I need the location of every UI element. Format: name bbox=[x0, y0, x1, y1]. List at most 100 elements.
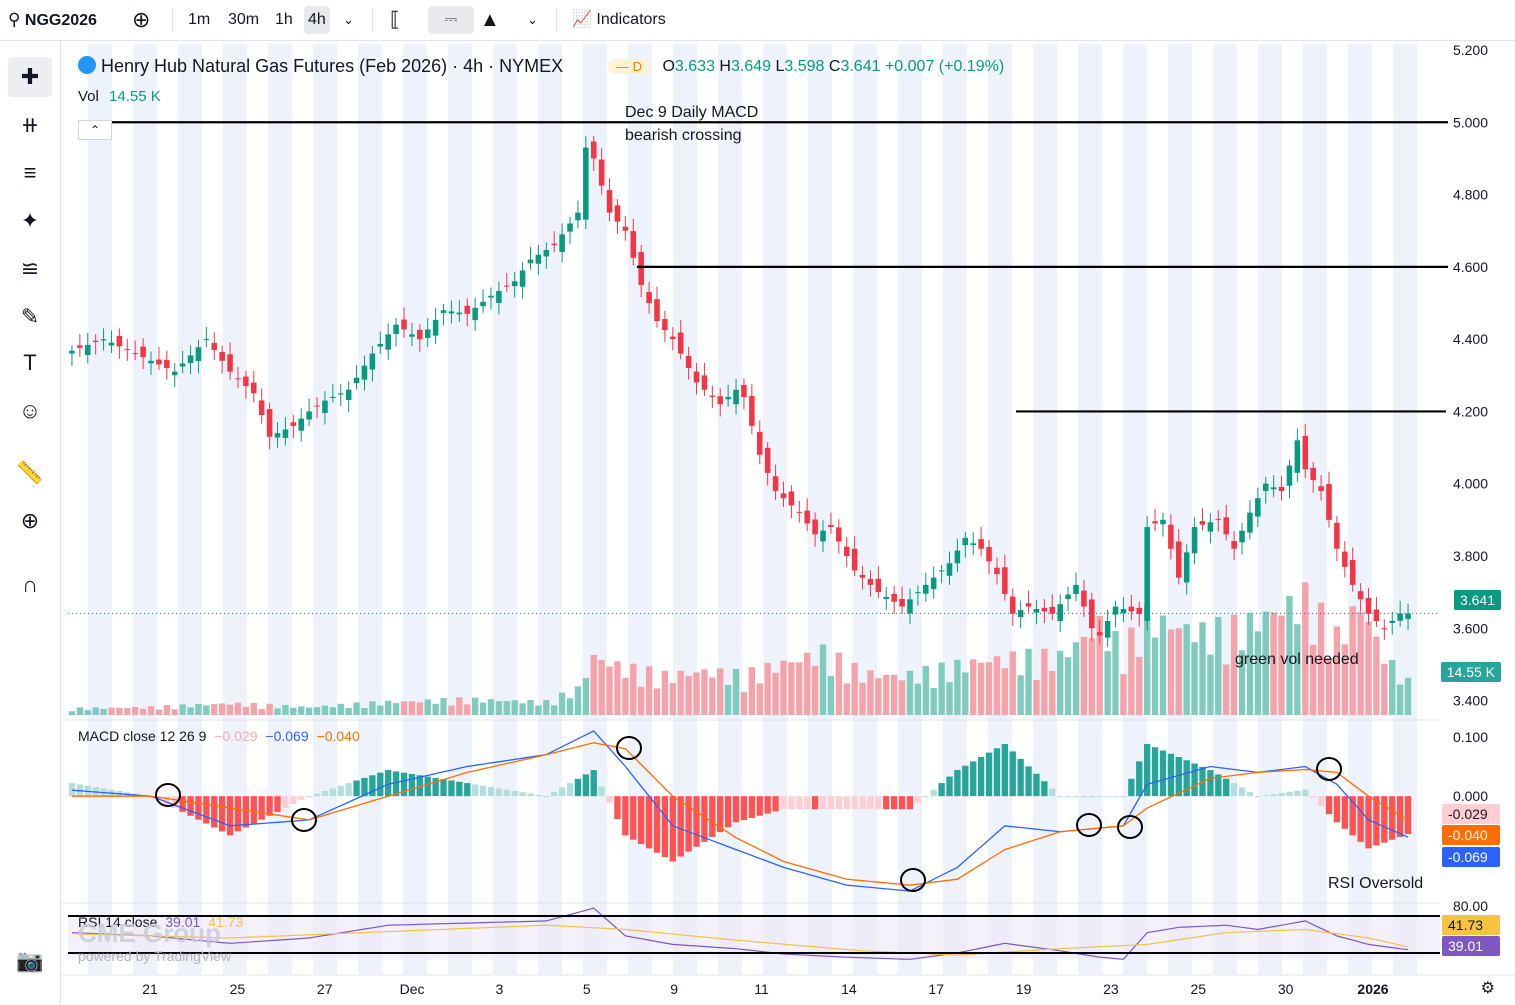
compare-add-icon[interactable]: ⊕ bbox=[132, 7, 151, 32]
session-band bbox=[1123, 44, 1147, 974]
interval-1h[interactable]: 1h bbox=[275, 11, 293, 28]
macd-histogram-bar bbox=[1215, 774, 1222, 797]
pattern-icon[interactable]: ✦ bbox=[20, 208, 40, 233]
candle-body bbox=[1089, 599, 1095, 629]
time-tick-label: 23 bbox=[1103, 981, 1119, 997]
open-label: O bbox=[662, 58, 675, 75]
bar-chart-icon[interactable]: ⟦ bbox=[390, 9, 400, 31]
candle-body bbox=[164, 359, 170, 369]
ruler-icon[interactable]: 📏 bbox=[16, 460, 44, 485]
volume-bar bbox=[843, 683, 850, 715]
macd-line-tag: -0.069 bbox=[1442, 847, 1500, 867]
trend-line-icon[interactable]: ⧺ bbox=[20, 112, 40, 137]
volume-bar bbox=[693, 672, 700, 715]
rsi-tag: 39.01 bbox=[1442, 936, 1500, 956]
macd-histogram-bar bbox=[677, 796, 684, 857]
symbol-search[interactable]: ⚲ NGG2026 bbox=[8, 6, 97, 34]
crosshair-icon[interactable]: ✚ bbox=[8, 57, 52, 97]
macd-histogram-bar bbox=[329, 788, 337, 797]
candle-body bbox=[646, 292, 652, 303]
session-band bbox=[313, 44, 337, 974]
magnet-icon[interactable]: ∩ bbox=[22, 572, 38, 597]
macd-hist-value: −0.029 bbox=[214, 728, 258, 744]
interval-30m[interactable]: 30m bbox=[228, 11, 260, 28]
candle-body bbox=[227, 354, 233, 372]
indicators-button[interactable]: 📈 Indicators bbox=[572, 11, 666, 28]
macd-histogram-bar bbox=[598, 786, 605, 797]
rsi-value: 39.01 bbox=[165, 914, 201, 930]
low-label: L bbox=[775, 58, 785, 75]
macd-histogram-bar bbox=[1207, 770, 1214, 797]
volume-bar bbox=[630, 663, 637, 715]
volume-bar bbox=[187, 707, 194, 715]
macd-tick-label: 0.000 bbox=[1453, 788, 1488, 804]
candle-body bbox=[464, 305, 471, 314]
macd-histogram-bar bbox=[361, 777, 368, 797]
macd-histogram-bar bbox=[1128, 778, 1135, 797]
macd-histogram-bar bbox=[219, 796, 226, 832]
macd-histogram-bar bbox=[487, 787, 495, 797]
interval-4h[interactable]: 4h bbox=[304, 6, 330, 34]
macd-histogram-bar bbox=[1072, 796, 1080, 798]
session-band bbox=[223, 44, 247, 974]
volume-bar bbox=[645, 666, 653, 715]
candle-body bbox=[867, 578, 874, 585]
rsi-tick-label: 80.00 bbox=[1453, 898, 1488, 914]
volume-bar bbox=[993, 656, 1001, 715]
time-tick-label: 21 bbox=[142, 981, 158, 997]
chart-settings-icon[interactable]: ⚙ bbox=[1480, 980, 1495, 997]
price-tick-label: 5.000 bbox=[1453, 114, 1488, 130]
candle-body bbox=[685, 355, 692, 369]
candle-body bbox=[598, 159, 605, 186]
session-band bbox=[358, 44, 382, 974]
volume-bar bbox=[788, 662, 795, 715]
fib-levels-icon[interactable]: ≡ bbox=[23, 160, 37, 185]
volume-value: 14.55 K bbox=[109, 88, 161, 105]
macd-histogram-bar bbox=[211, 796, 218, 828]
camera-icon[interactable]: 📷 bbox=[16, 948, 44, 973]
emoji-icon[interactable]: ☺ bbox=[18, 398, 42, 423]
candles-icon[interactable]: ⎓ bbox=[428, 6, 474, 34]
macd-histogram-bar bbox=[479, 785, 487, 797]
candle-body bbox=[1310, 467, 1316, 481]
macd-signal-line bbox=[72, 742, 1409, 886]
candle-body bbox=[606, 190, 613, 213]
macd-histogram-bar bbox=[1238, 787, 1246, 797]
volume-bar bbox=[1064, 657, 1072, 715]
macd-histogram-bar bbox=[1254, 796, 1261, 798]
zoom-in-icon[interactable]: ⊕ bbox=[20, 508, 40, 533]
candle-body bbox=[488, 295, 494, 298]
macd-histogram-bar bbox=[574, 778, 582, 797]
session-band bbox=[1033, 44, 1057, 974]
macd-histogram-bar bbox=[780, 796, 787, 810]
macd-histogram-bar bbox=[527, 793, 534, 797]
volume-bar bbox=[511, 700, 518, 715]
candle-body bbox=[994, 567, 1000, 575]
candle-body bbox=[1286, 465, 1293, 486]
macd-histogram-bar bbox=[416, 775, 423, 797]
candle-body bbox=[1302, 435, 1309, 470]
chevron-down-icon[interactable]: ⌄ bbox=[527, 12, 538, 27]
area-chart-icon[interactable]: ▲ bbox=[480, 9, 500, 31]
collapse-legend-button[interactable]: ⌃ bbox=[78, 120, 112, 140]
volume-bar bbox=[764, 662, 771, 715]
volume-bar bbox=[1207, 654, 1214, 715]
macd-histogram-bar bbox=[203, 796, 210, 824]
candle-body bbox=[330, 396, 336, 398]
macd-histogram-bar bbox=[1223, 778, 1230, 797]
interval-1m[interactable]: 1m bbox=[188, 11, 211, 28]
volume-bar bbox=[1175, 628, 1182, 715]
prediction-icon[interactable]: ≌ bbox=[20, 256, 40, 281]
macd-histogram-bar bbox=[693, 796, 700, 847]
macd-histogram-bar bbox=[1349, 796, 1356, 836]
macd-histogram-bar bbox=[748, 796, 756, 818]
chevron-down-icon[interactable]: ⌄ bbox=[343, 12, 354, 27]
text-tool-icon[interactable]: T bbox=[23, 350, 37, 375]
candle-body bbox=[812, 519, 818, 535]
volume-bar bbox=[1057, 650, 1064, 715]
brush-icon[interactable]: ✎ bbox=[20, 304, 40, 329]
candle-body bbox=[709, 395, 716, 397]
candle-body bbox=[1342, 551, 1348, 567]
volume-bar bbox=[914, 683, 922, 715]
